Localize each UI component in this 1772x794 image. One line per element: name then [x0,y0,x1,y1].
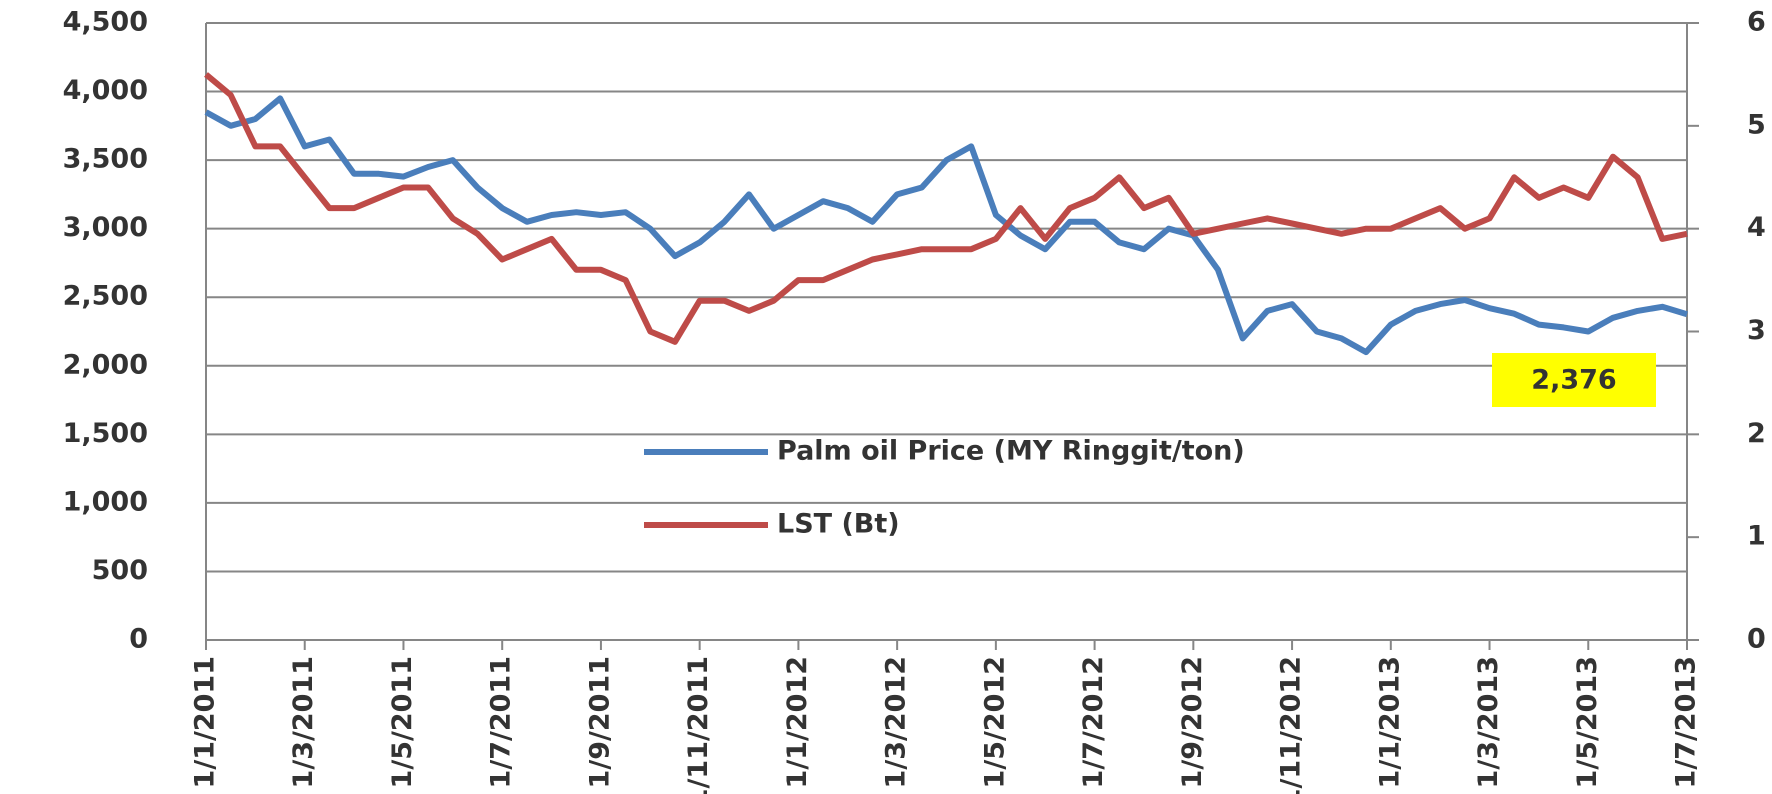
x-tick-label: 1/1/2013 [1374,656,1405,788]
y2-tick-label: 1 [1747,521,1766,552]
y2-tick-label: 4 [1747,212,1766,243]
x-tick-label: 1/11/2012 [1276,656,1307,794]
y-tick-label: 0 [129,624,148,655]
y-tick-label: 3,000 [63,212,148,243]
y2-tick-label: 2 [1747,418,1766,449]
x-tick-label: 1/5/2013 [1572,656,1603,788]
y2-tick-label: 5 [1747,109,1766,140]
y-tick-label: 4,000 [63,75,148,106]
x-tick-label: 1/7/2012 [1078,656,1109,788]
legend-label: LST (Bt) [777,509,900,540]
x-tick-label: 1/5/2011 [387,656,418,788]
x-tick-label: 1/7/2011 [486,656,517,788]
y2-tick-label: 3 [1747,315,1766,346]
x-tick-label: 1/3/2013 [1473,656,1504,788]
x-tick-label: 1/9/2012 [1177,656,1208,788]
annotation-box [1492,353,1656,407]
y-tick-label: 1,000 [63,486,148,517]
legend-label: Palm oil Price (MY Ringgit/ton) [777,436,1245,467]
y-tick-label: 2,500 [63,281,148,312]
y-tick-label: 500 [92,555,148,586]
x-tick-label: 1/3/2011 [288,656,319,788]
y-tick-label: 1,500 [63,418,148,449]
x-tick-label: 1/3/2012 [881,656,912,788]
y2-tick-label: 6 [1747,7,1766,38]
y-tick-label: 3,500 [63,144,148,175]
y-tick-label: 4,500 [63,7,148,38]
x-tick-label: 1/7/2013 [1671,656,1702,788]
series-line [204,72,1688,345]
y2-tick-label: 0 [1747,624,1766,655]
x-tick-label: 1/9/2011 [584,656,615,788]
annotation-label: 2,376 [1531,365,1616,396]
series-line [204,95,1688,356]
x-tick-label: 1/5/2012 [979,656,1010,788]
x-tick-label: 1/11/2011 [683,656,714,794]
y-tick-label: 2,000 [63,349,148,380]
x-tick-label: 1/1/2012 [782,656,813,788]
x-tick-label: 1/1/2011 [190,656,221,788]
